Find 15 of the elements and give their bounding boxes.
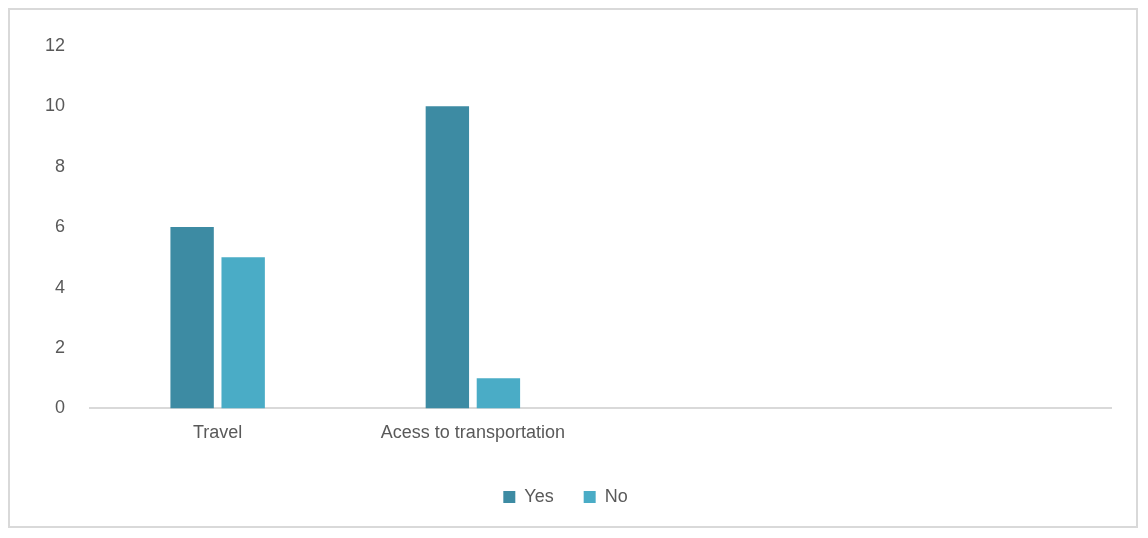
y-tick-label: 4 (55, 276, 66, 297)
bar (170, 227, 214, 409)
y-tick-label: 0 (55, 397, 66, 418)
bar (425, 106, 470, 409)
x-tick-label: Travel (192, 422, 243, 443)
y-tick-label: 2 (55, 336, 66, 357)
x-tick-label: Acess to transportation (380, 422, 565, 443)
bar (221, 257, 265, 409)
y-tick-label: 8 (55, 155, 66, 176)
bar (476, 378, 521, 409)
legend-label: Yes (524, 485, 554, 506)
y-tick-label: 12 (44, 34, 66, 55)
y-tick-label: 6 (55, 216, 66, 237)
y-tick-label: 10 (44, 95, 66, 116)
legend-label: No (604, 485, 628, 506)
